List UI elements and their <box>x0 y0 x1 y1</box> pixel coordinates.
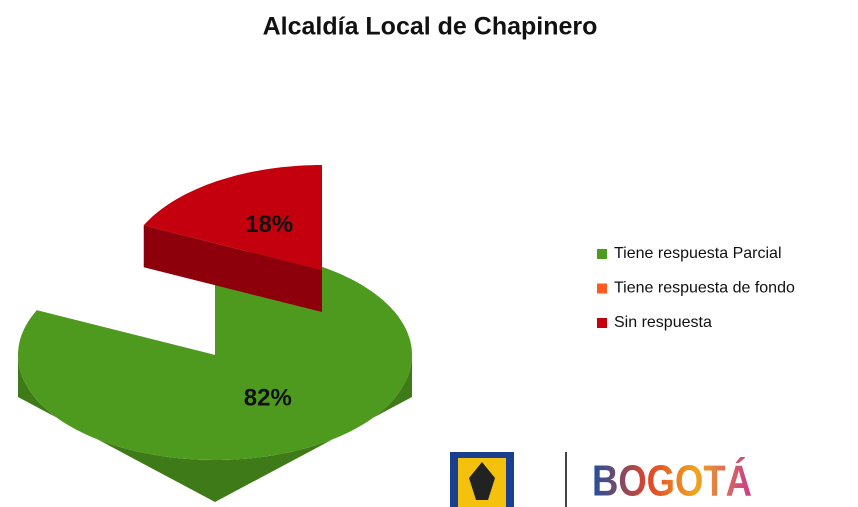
legend-label: Sin respuesta <box>614 314 712 331</box>
chart-title: Alcaldía Local de Chapinero <box>263 13 598 41</box>
logo-text: BOGOTÁ <box>592 456 752 506</box>
legend-label: Tiene respuesta Parcial <box>614 245 782 262</box>
legend-swatch <box>597 283 607 294</box>
legend-swatch <box>597 318 607 328</box>
slice <box>143 165 322 270</box>
logo-eagle <box>469 462 495 500</box>
data-label: 18% <box>245 211 293 238</box>
slice-rim <box>18 355 412 502</box>
logo: BOGOTÁ <box>450 452 752 507</box>
slice-side <box>143 225 322 312</box>
legend-swatch <box>597 249 607 259</box>
legend-label: Tiene respuesta de fondo <box>614 280 795 297</box>
data-label: 82% <box>244 385 292 412</box>
